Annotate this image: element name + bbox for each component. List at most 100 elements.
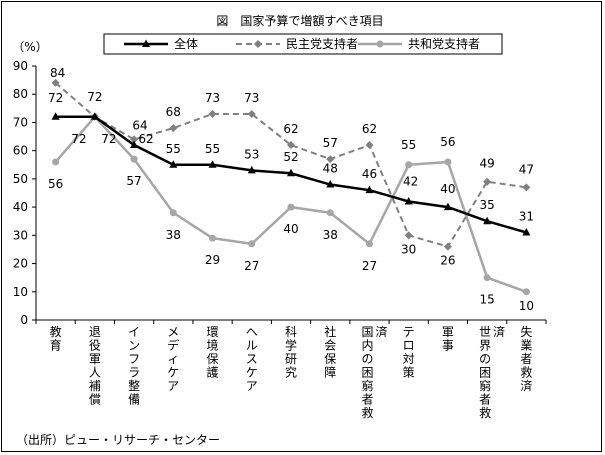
category-char: 救 — [479, 405, 491, 420]
category-char: 備 — [128, 392, 140, 407]
marker-circle — [522, 288, 530, 296]
category-char: 学 — [285, 338, 297, 353]
category-char: 研 — [285, 352, 297, 366]
marker-circle — [444, 158, 452, 166]
data-label: 72 — [48, 91, 63, 105]
marker-diamond — [522, 183, 531, 192]
category-char: ア — [167, 379, 179, 393]
y-axis-label: （%） — [12, 40, 47, 54]
y-tick-label: 70 — [13, 115, 28, 129]
data-label: 10 — [519, 299, 534, 313]
data-label: 62 — [362, 122, 377, 136]
data-label: 72 — [101, 132, 116, 146]
data-label: 35 — [480, 198, 495, 212]
data-label: 62 — [138, 132, 153, 146]
category-char: ケ — [246, 366, 258, 380]
category-char: 困 — [361, 366, 373, 380]
legend-marker — [376, 40, 384, 48]
category-label: 軍事 — [442, 325, 454, 353]
category-char: 人 — [89, 366, 101, 380]
category-char: 救 — [361, 405, 373, 420]
category-labels: 教育退役軍人補償インフラ整備メディケア環境保護ヘルスケア科学研究社会保障国内の困… — [50, 324, 533, 420]
data-label: 27 — [244, 259, 259, 273]
data-label: 55 — [401, 138, 416, 152]
data-label: 27 — [362, 259, 377, 273]
series-group — [51, 78, 531, 296]
category-char: 失 — [520, 324, 532, 339]
category-char: 国 — [361, 325, 373, 339]
marker-diamond — [208, 109, 217, 118]
category-char: 対 — [403, 352, 415, 366]
data-label: 15 — [480, 293, 495, 307]
category-char: 者 — [520, 352, 532, 366]
legend-box — [103, 33, 503, 55]
category-char: 保 — [207, 352, 219, 366]
marker-triangle — [51, 112, 60, 120]
y-tick-label: 60 — [13, 144, 28, 158]
marker-circle — [209, 234, 217, 242]
data-label: 73 — [205, 91, 220, 105]
category-char: の — [479, 352, 491, 366]
marker-circle — [130, 155, 138, 163]
data-label: 49 — [480, 157, 495, 171]
marker-triangle — [522, 228, 531, 236]
data-label: 40 — [440, 182, 455, 196]
marker-triangle — [326, 180, 335, 188]
y-tick-label: 40 — [13, 200, 28, 214]
data-label: 68 — [166, 105, 181, 119]
marker-triangle — [443, 202, 452, 211]
data-label: 73 — [244, 91, 259, 105]
marker-diamond — [287, 141, 295, 150]
category-char: ス — [246, 352, 258, 366]
data-label: 56 — [48, 177, 63, 191]
data-label: 55 — [166, 142, 181, 156]
category-char: 困 — [479, 366, 491, 380]
legend-label: 民主党支持者 — [286, 36, 358, 51]
y-tick-label: 10 — [13, 285, 28, 299]
marker-diamond — [365, 141, 374, 150]
marker-circle — [365, 240, 373, 248]
category-char: 償 — [89, 393, 101, 407]
data-label: 47 — [519, 162, 534, 176]
category-char: 社 — [324, 324, 336, 339]
category-char: 軍 — [442, 325, 454, 339]
category-char: 窮 — [479, 378, 491, 393]
marker-triangle — [483, 216, 492, 225]
data-label: 57 — [126, 174, 141, 188]
marker-circle — [52, 158, 60, 166]
data-label: 64 — [132, 118, 147, 132]
data-label: 38 — [323, 228, 338, 242]
marker-diamond — [404, 231, 413, 240]
category-char: 業 — [520, 339, 532, 353]
data-label: 40 — [283, 222, 298, 236]
category-char: 究 — [285, 365, 297, 380]
y-tick-label: 50 — [13, 172, 28, 186]
category-char: 窮 — [361, 378, 373, 393]
marker-diamond — [247, 109, 256, 118]
marker-diamond — [169, 124, 178, 133]
category-char: デ — [167, 338, 179, 353]
marker-circle — [248, 240, 256, 248]
category-char: 世 — [479, 325, 491, 339]
category-char: 保 — [324, 352, 336, 366]
category-char: 補 — [89, 379, 101, 393]
data-label: 31 — [519, 210, 534, 224]
marker-diamond — [443, 242, 452, 251]
legend-marker — [254, 40, 262, 48]
category-char: イ — [128, 325, 140, 339]
data-label: 84 — [50, 66, 65, 80]
category-char: 教 — [50, 324, 62, 339]
axes: 0 10 20 30 40 50 60 70 80 90 — [13, 59, 547, 327]
category-char: 育 — [50, 338, 62, 353]
data-label: 48 — [323, 162, 338, 176]
category-char: ィ — [167, 352, 179, 366]
